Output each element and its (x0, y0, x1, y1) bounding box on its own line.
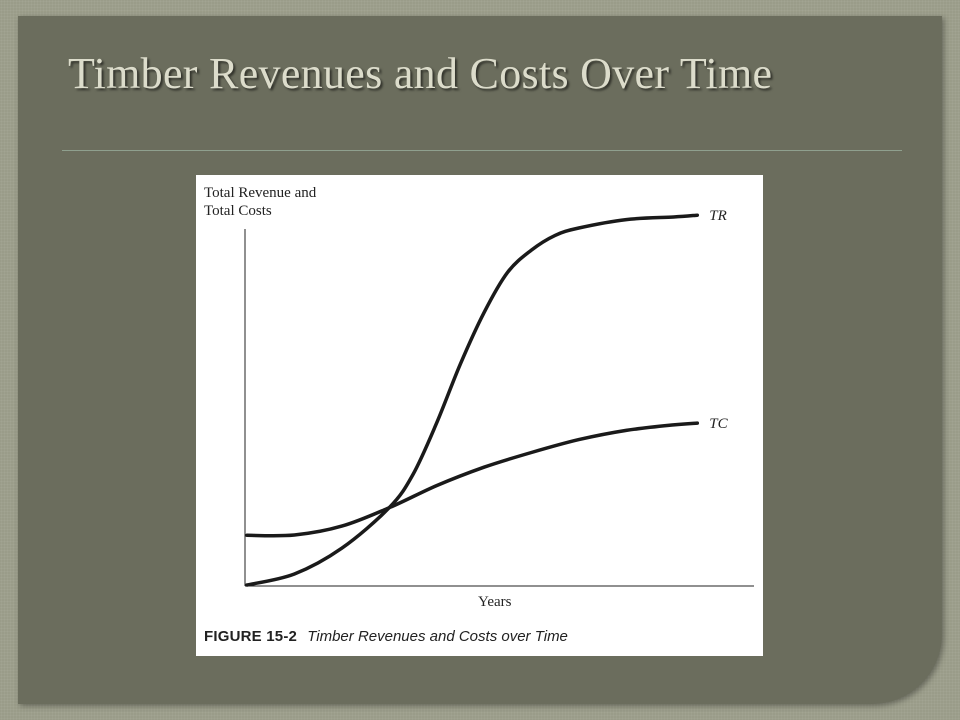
y-axis-label-line-2: Total Costs (204, 203, 272, 219)
y-axis-label: Total Revenue and Total Costs (204, 184, 316, 220)
title-divider (62, 150, 902, 151)
figure-caption-number: FIGURE 15-2 (204, 628, 298, 645)
series-line-tr (245, 213, 700, 587)
series-label-tr: TR (709, 208, 727, 224)
chart-svg: TR TC (244, 208, 754, 587)
x-axis-label: Years (478, 594, 512, 610)
chart-figure: TR TC Total Revenue and Total Costs Years… (196, 175, 763, 656)
figure-caption-text: Timber Revenues and Costs over Time (307, 628, 568, 645)
slide: Timber Revenues and Costs Over Time TR TC… (18, 16, 942, 704)
series-label-tc: TC (709, 416, 728, 432)
figure-caption: FIGURE 15-2 Timber Revenues and Costs ov… (204, 628, 568, 645)
series-line-tc (245, 421, 700, 538)
series-layer: TR TC (245, 208, 729, 587)
y-axis-label-line-1: Total Revenue and (204, 185, 317, 201)
slide-title: Timber Revenues and Costs Over Time (68, 49, 773, 98)
